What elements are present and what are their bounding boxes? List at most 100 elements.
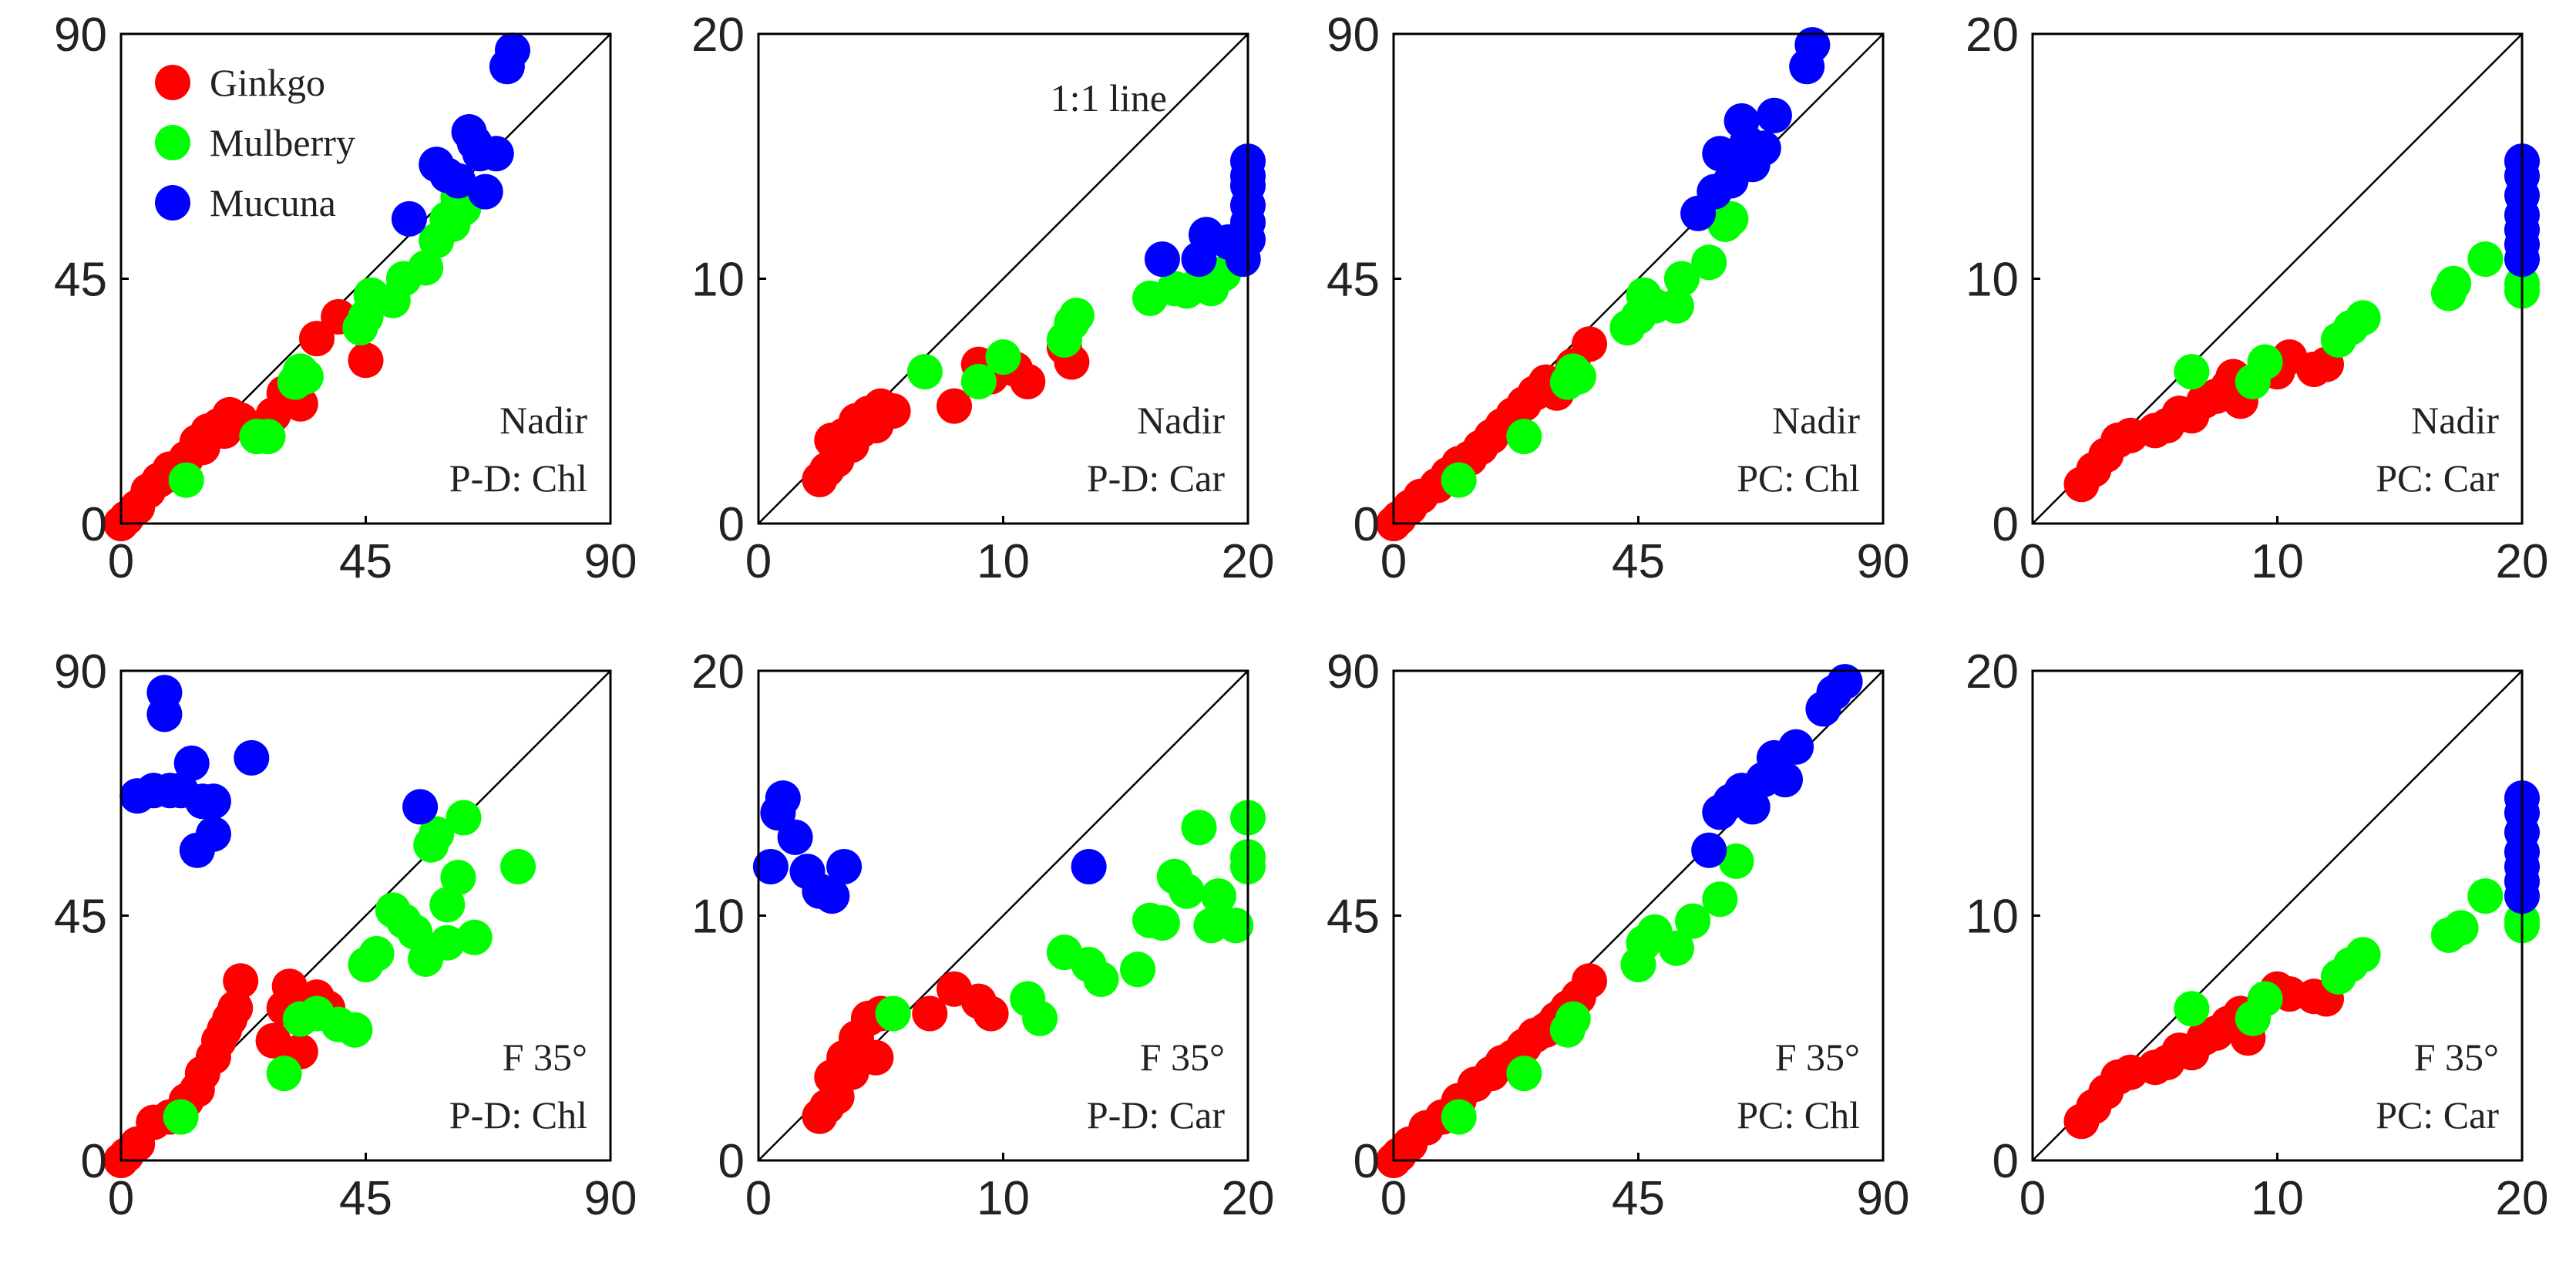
- y-tick-label: 10: [691, 891, 745, 944]
- point-ginkgo: [973, 995, 1009, 1032]
- x-tick-label: 45: [339, 535, 392, 588]
- point-mucuna: [1767, 762, 1803, 798]
- point-ginkgo: [858, 1039, 894, 1076]
- y-tick-label: 90: [1327, 8, 1380, 62]
- panel-view-label: F 35°: [503, 1036, 587, 1079]
- point-mulberry: [1691, 244, 1727, 281]
- scatter-panel-8: 0 10 20 0 10 20 F 35° PC: Car: [1966, 645, 2548, 1225]
- scatter-panel-1: 0 45 90 0 45 90 Nadir P-D: Chl Ginkgo Mulberry Muc…: [54, 8, 637, 588]
- point-ginkgo: [217, 990, 254, 1026]
- y-tick-label: 90: [54, 8, 107, 62]
- y-tick-label: 10: [691, 254, 745, 307]
- point-mulberry: [2345, 300, 2381, 336]
- point-mulberry: [1181, 810, 1217, 846]
- y-tick-label: 20: [1966, 645, 2019, 699]
- point-mucuna: [1144, 241, 1180, 278]
- y-tick-label: 0: [1993, 498, 2019, 551]
- point-mulberry: [163, 1099, 199, 1135]
- y-tick-label: 10: [1966, 254, 2019, 307]
- point-mulberry: [1713, 200, 1749, 237]
- x-tick-label: 20: [1222, 535, 1275, 588]
- point-mucuna: [495, 32, 530, 69]
- point-mucuna: [1794, 27, 1831, 63]
- point-ginkgo: [223, 963, 259, 999]
- x-tick-label: 20: [2496, 535, 2549, 588]
- point-mulberry: [2467, 241, 2504, 278]
- point-mulberry: [1200, 878, 1236, 914]
- point-mulberry: [1169, 873, 1205, 909]
- point-mulberry: [446, 800, 482, 836]
- point-mulberry: [2174, 991, 2210, 1027]
- point-ginkgo: [299, 321, 335, 357]
- point-mucuna: [777, 819, 813, 855]
- y-tick-label: 45: [54, 254, 107, 307]
- point-mulberry: [250, 419, 286, 455]
- point-mucuna: [467, 173, 503, 210]
- point-mulberry: [440, 860, 476, 896]
- x-tick-label: 0: [108, 1172, 134, 1225]
- point-mulberry: [2436, 265, 2472, 301]
- y-tick-label: 20: [691, 645, 745, 699]
- panel-index-label: P-D: Car: [1087, 1093, 1226, 1137]
- y-tick-label: 90: [54, 645, 107, 699]
- x-tick-label: 0: [745, 1172, 772, 1225]
- y-tick-label: 0: [1993, 1135, 2019, 1188]
- point-mucuna: [402, 789, 439, 825]
- point-mucuna: [1778, 729, 1814, 765]
- point-mucuna: [1734, 789, 1771, 825]
- point-mucuna: [146, 675, 183, 711]
- point-ginkgo: [1572, 963, 1607, 999]
- legend: Ginkgo Mulberry Mucuna: [155, 61, 355, 224]
- point-mulberry: [2247, 344, 2283, 380]
- scatter-panel-4: 0 10 20 0 10 20 Nadir PC: Car: [1966, 8, 2548, 588]
- x-tick-label: 10: [977, 535, 1030, 588]
- point-mulberry: [500, 849, 536, 884]
- panel-view-label: Nadir: [1137, 399, 1225, 442]
- point-ginkgo: [1572, 326, 1607, 362]
- point-mulberry: [266, 1056, 302, 1092]
- point-mulberry: [1193, 908, 1229, 944]
- scatter-panel-2: 0 10 20 0 10 20 Nadir P-D: Car 1:1 line: [691, 8, 1274, 588]
- y-tick-label: 0: [1354, 1135, 1380, 1188]
- point-mucuna: [234, 739, 270, 776]
- point-mulberry: [985, 339, 1021, 376]
- point-mulberry: [2247, 981, 2283, 1017]
- panel-view-label: F 35°: [1140, 1036, 1225, 1079]
- panel-view-label: F 35°: [2414, 1036, 2499, 1079]
- panel-view-label: Nadir: [1772, 399, 1860, 442]
- legend-marker-ginkgo: [155, 65, 190, 100]
- point-mulberry: [1441, 1099, 1477, 1135]
- point-mulberry: [419, 816, 455, 852]
- x-tick-label: 20: [1222, 1172, 1275, 1225]
- point-mucuna: [814, 878, 850, 914]
- point-mulberry: [1675, 903, 1711, 939]
- x-tick-label: 10: [2251, 1172, 2304, 1225]
- y-tick-label: 20: [691, 8, 745, 62]
- point-mucuna: [1691, 832, 1727, 868]
- x-tick-label: 90: [1857, 1172, 1910, 1225]
- point-mulberry: [1658, 930, 1694, 966]
- point-mucuna: [1756, 97, 1792, 133]
- legend-label-ginkgo: Ginkgo: [210, 61, 325, 104]
- point-mulberry: [456, 919, 493, 955]
- point-mulberry: [429, 887, 466, 923]
- y-tick-label: 45: [1327, 254, 1380, 307]
- point-mulberry: [1441, 462, 1477, 498]
- x-tick-label: 90: [584, 1172, 637, 1225]
- point-mulberry: [2174, 354, 2210, 390]
- point-mulberry: [429, 924, 466, 961]
- panel-index-label: PC: Car: [2376, 456, 2499, 500]
- y-tick-label: 0: [81, 498, 107, 551]
- point-mulberry: [1144, 905, 1180, 941]
- scatter-panel-3: 0 45 90 0 45 90 Nadir PC: Chl: [1327, 8, 1909, 588]
- point-mucuna: [765, 780, 801, 817]
- x-tick-label: 20: [2496, 1172, 2549, 1225]
- point-mulberry: [2443, 910, 2479, 946]
- point-mulberry: [1555, 1001, 1591, 1037]
- point-mucuna: [173, 745, 210, 781]
- point-mulberry: [397, 914, 432, 950]
- point-mulberry: [1560, 359, 1596, 395]
- point-mulberry: [168, 462, 204, 498]
- x-tick-label: 0: [2019, 535, 2046, 588]
- point-mulberry: [960, 363, 997, 399]
